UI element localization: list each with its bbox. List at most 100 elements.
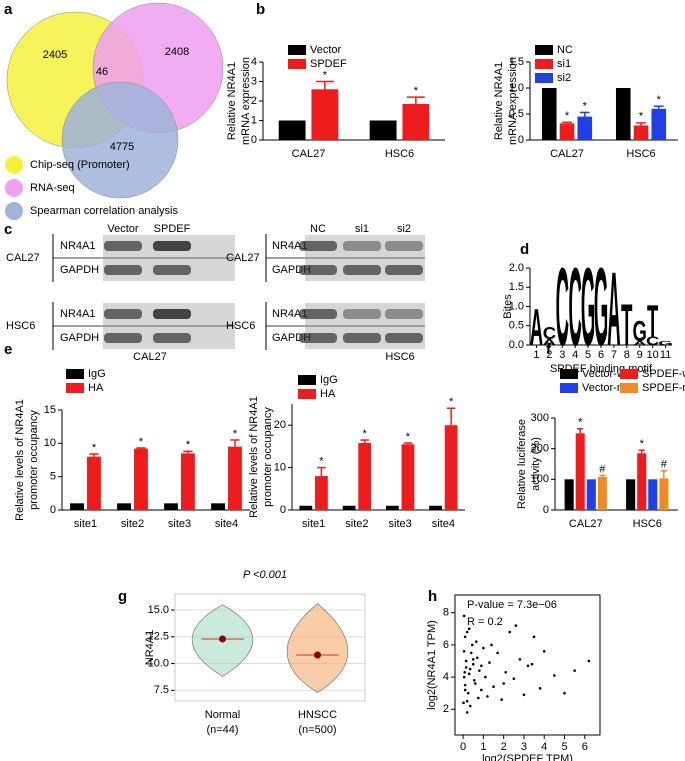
panel-label: a: [4, 1, 13, 18]
band-label: NR4A1: [272, 308, 307, 320]
blot-strip: [305, 235, 425, 257]
bar: [299, 505, 313, 510]
significance: *: [139, 436, 144, 448]
x-tick-label: site3: [168, 518, 191, 530]
y-tick-label: 20: [274, 419, 286, 431]
x-tick-label: 9: [637, 349, 643, 361]
blot-band: [299, 265, 337, 275]
legend-swatch: [535, 59, 553, 69]
y-tick-label: 300: [531, 412, 549, 424]
bar: [358, 443, 372, 510]
bar: [369, 120, 397, 140]
x-tick-label: 4: [572, 349, 578, 361]
point: [490, 643, 493, 647]
significance: *: [414, 85, 419, 97]
lane-label: SPDEF: [154, 223, 191, 235]
blot-band: [153, 241, 191, 251]
legend-label: Spearman correlation analysis: [30, 205, 178, 217]
point: [470, 643, 474, 647]
x-tick-label: site4: [432, 518, 455, 530]
bar: [541, 88, 557, 140]
point: [474, 640, 478, 643]
point: [518, 658, 522, 661]
x-tick-label: HSC6: [385, 148, 414, 160]
x-tick-label: 0: [460, 741, 466, 753]
bar: [311, 89, 339, 140]
x-tick-label: 11: [660, 349, 671, 361]
bar: [559, 123, 575, 140]
annotation: R = 0.2: [467, 616, 503, 628]
x-tick-label: 7: [611, 349, 617, 361]
legend-swatch: [560, 383, 578, 393]
x-tick-label: 6: [598, 349, 604, 361]
y-tick-label: 4: [443, 671, 449, 683]
bar: [181, 453, 195, 510]
band-label: NR4A1: [272, 240, 307, 252]
legend-swatch: [560, 369, 578, 379]
motif-letter: A: [607, 250, 620, 367]
x-tick-label: site3: [389, 518, 412, 530]
band-label: GAPDH: [60, 264, 99, 276]
y-tick-label: 0.5: [509, 320, 524, 332]
point: [573, 669, 576, 672]
bar: [575, 433, 585, 510]
point: [465, 630, 469, 634]
bar: [577, 116, 593, 140]
y-tick-label: 2: [443, 703, 449, 715]
x-tick-label: CAL27: [292, 148, 326, 160]
bar: [444, 425, 458, 510]
x-tick-label: 10: [647, 349, 659, 361]
x-tick-label: site2: [345, 518, 368, 530]
x-tick-label: Normal: [205, 709, 240, 721]
point: [462, 614, 466, 618]
band-label: NR4A1: [60, 308, 95, 320]
panel-label: b: [256, 1, 265, 18]
chart-title: HSC6: [385, 351, 414, 363]
y-axis-label: promoter occupancy: [262, 407, 274, 507]
x-tick-label: site1: [74, 518, 97, 530]
motif-letter: T: [621, 294, 632, 359]
legend-label: si2: [557, 72, 571, 84]
motif-letter: C: [646, 335, 659, 348]
x-tick-label: 2: [546, 349, 552, 361]
blot-band: [343, 241, 381, 251]
point: [468, 667, 472, 671]
lane-label: NC: [310, 223, 326, 235]
point: [512, 677, 516, 680]
blot-band: [299, 241, 337, 251]
point: [480, 688, 483, 692]
x-tick-label: 6: [582, 741, 588, 753]
point: [496, 651, 499, 655]
bar: [228, 446, 242, 510]
point: [587, 659, 591, 663]
bar: [315, 476, 328, 510]
band-label: GAPDH: [60, 332, 99, 344]
point: [465, 711, 469, 714]
blot-band: [385, 333, 423, 343]
significance: *: [92, 442, 97, 454]
y-tick-label: 0.0: [509, 339, 524, 351]
x-tick-label: 4: [541, 741, 547, 753]
y-axis-label: Bites: [502, 294, 514, 319]
point: [463, 670, 467, 674]
point: [466, 691, 470, 695]
significance: *: [640, 438, 645, 450]
legend-label: SPDEF-mut: [642, 382, 685, 394]
x-tick-label: 3: [521, 741, 527, 753]
point: [472, 678, 476, 682]
point: [488, 661, 491, 664]
y-tick-label: 1.5: [509, 56, 524, 68]
bar: [651, 108, 667, 140]
blot-band: [299, 309, 337, 319]
point: [542, 650, 546, 653]
y-tick-label: 0: [280, 504, 286, 516]
point: [462, 675, 466, 679]
x-tick-label: 2: [501, 741, 507, 753]
x-tick-label: site4: [215, 518, 238, 530]
legend-dot: [5, 202, 23, 220]
bar: [278, 120, 306, 140]
point: [467, 672, 471, 676]
legend-label: Chip-seq (Promoter): [30, 159, 130, 171]
point: [514, 624, 518, 627]
point: [522, 693, 526, 697]
